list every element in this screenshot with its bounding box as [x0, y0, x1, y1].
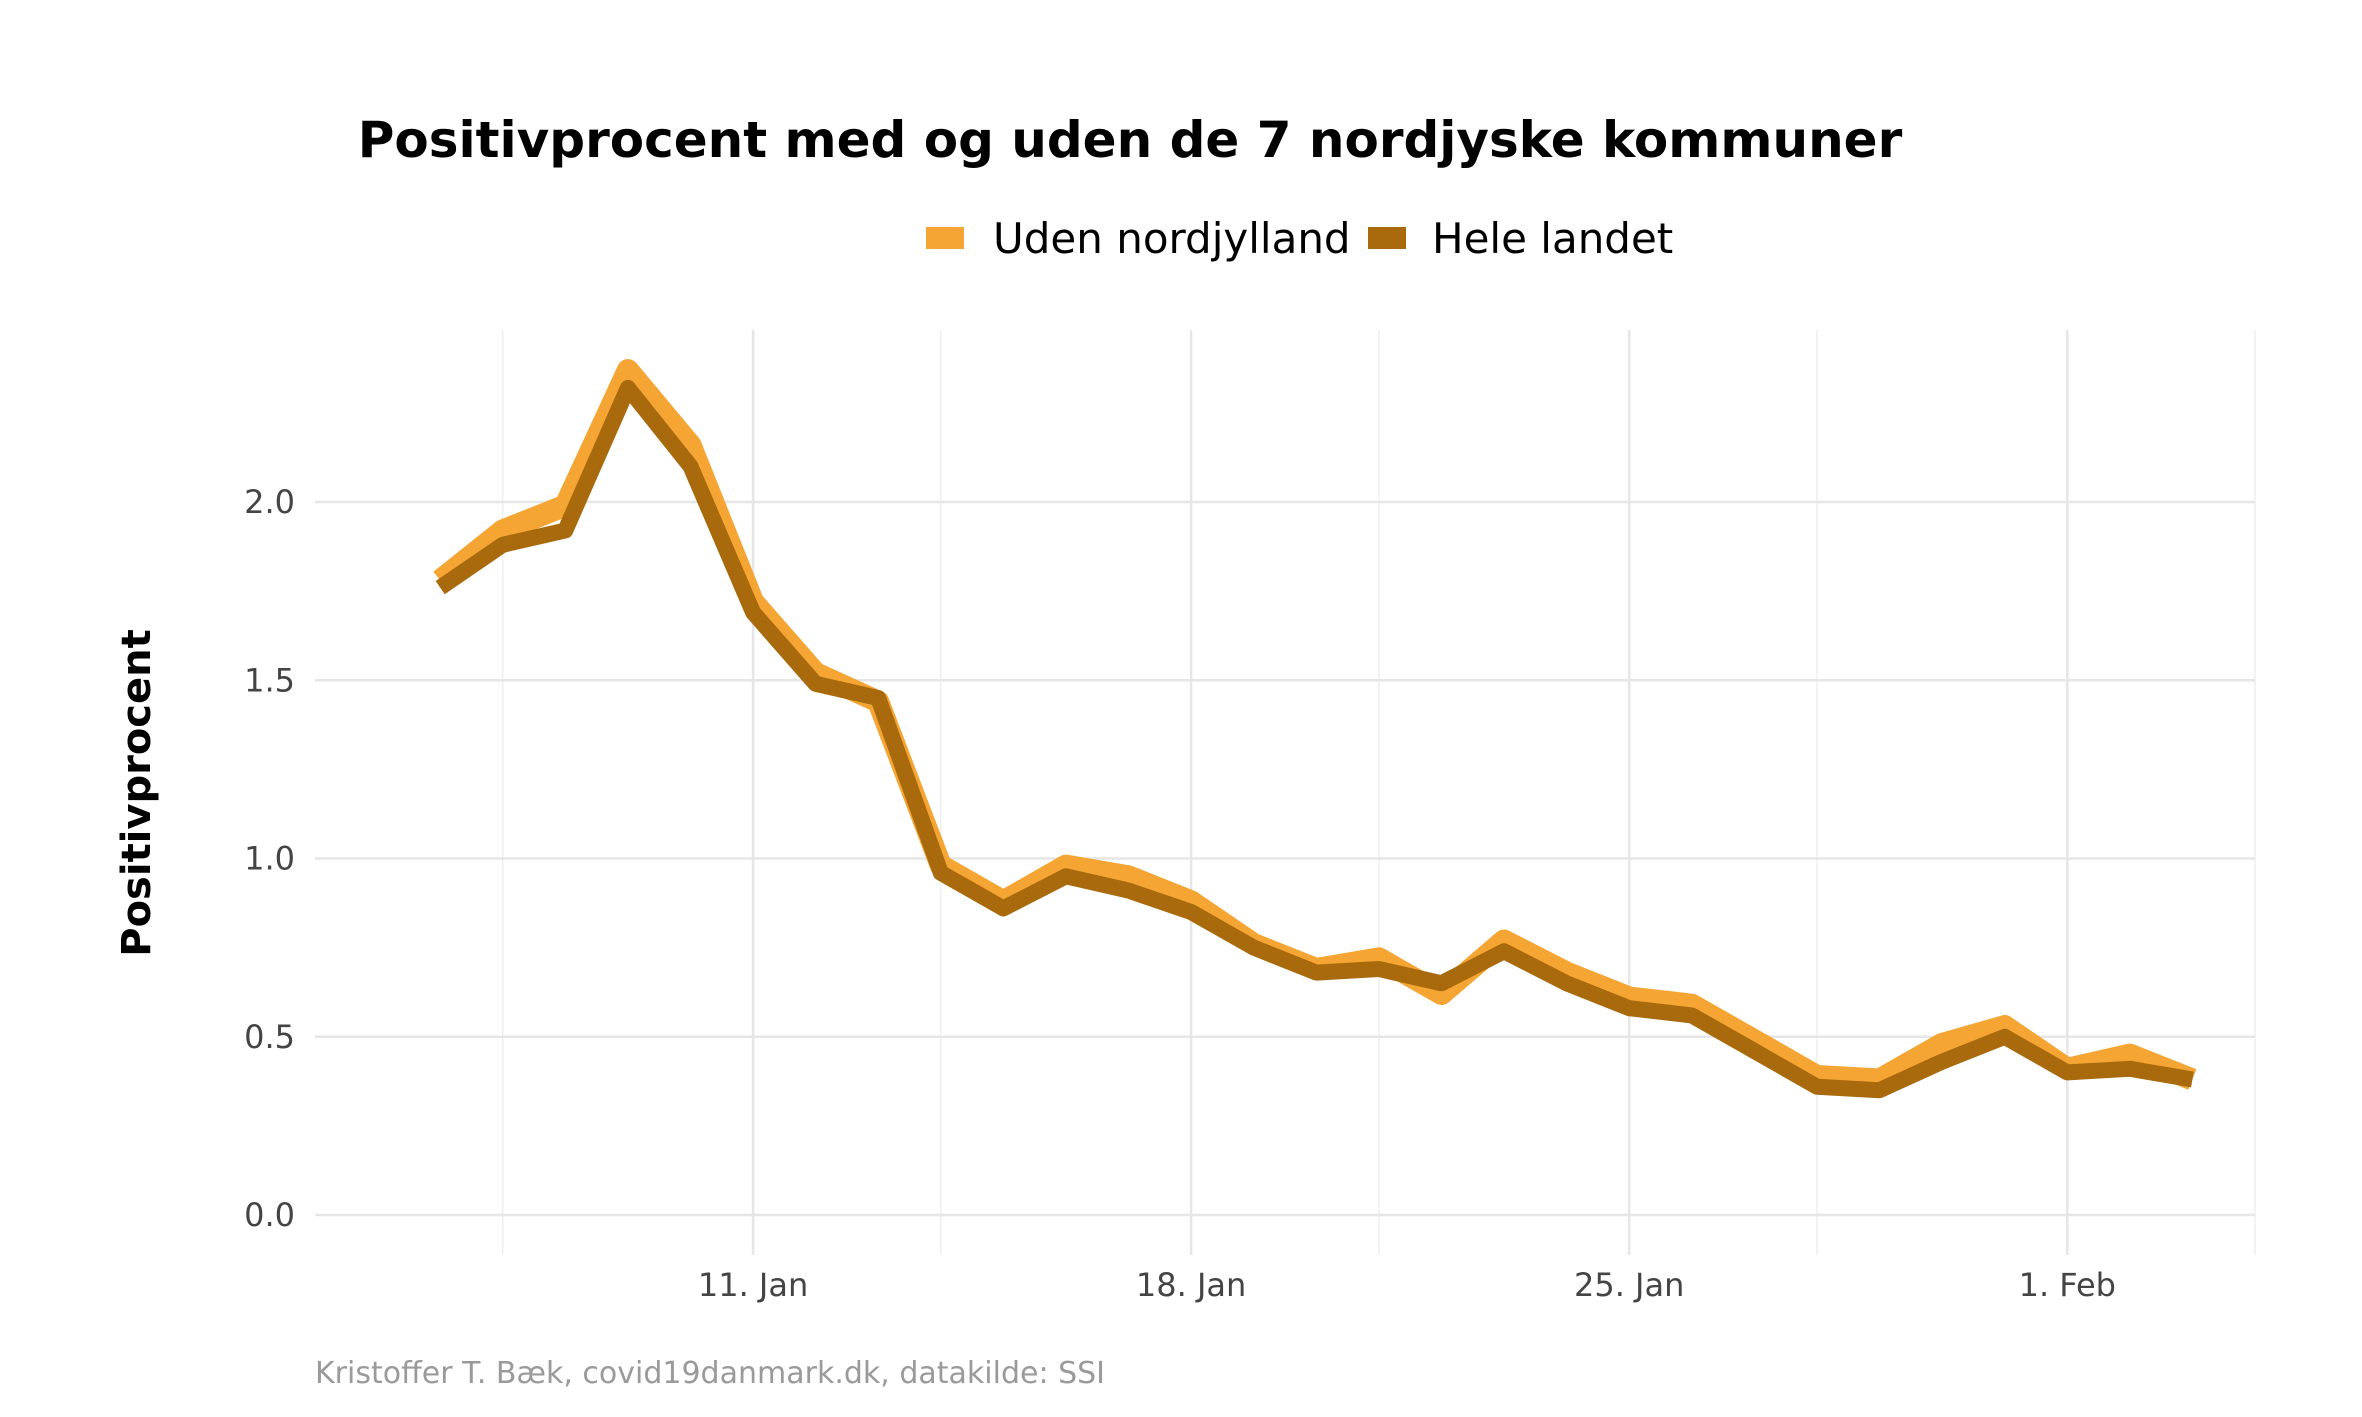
chart-title: Positivprocent med og uden de 7 nordjysk… [358, 111, 1903, 169]
x-tick-label: 1. Feb [2019, 1266, 2116, 1304]
legend-label-uden-nordjylland: Uden nordjylland [993, 214, 1351, 263]
legend-swatch-uden-nordjylland [926, 227, 964, 249]
y-axis-label: Positivprocent [114, 629, 160, 957]
y-tick-label: 0.5 [244, 1018, 295, 1056]
series-line-hele-landet [435, 379, 2194, 1099]
y-tick-label: 1.0 [244, 840, 295, 878]
y-tick-label: 0.0 [244, 1196, 295, 1234]
legend-item-hele-landet: Hele landet [1368, 214, 1673, 263]
series-lines [433, 359, 2197, 1099]
y-tick-label: 2.0 [244, 483, 295, 521]
chart-caption: Kristoffer T. Bæk, covid19danmark.dk, da… [315, 1356, 1105, 1391]
legend-swatch-hele-landet [1368, 227, 1406, 249]
gridlines [315, 330, 2256, 1255]
legend-label-hele-landet: Hele landet [1432, 214, 1673, 263]
y-tick-label: 1.5 [244, 661, 295, 699]
x-tick-label: 18. Jan [1136, 1266, 1246, 1304]
x-tick-label: 11. Jan [698, 1266, 808, 1304]
x-tick-label: 25. Jan [1574, 1266, 1684, 1304]
y-axis-ticks: 0.0 0.5 1.0 1.5 2.0 [244, 483, 295, 1234]
x-axis-ticks: 11. Jan 18. Jan 25. Jan 1. Feb [698, 1266, 2116, 1304]
legend: Uden nordjylland Hele landet [926, 214, 1673, 263]
legend-item-uden-nordjylland: Uden nordjylland [926, 214, 1351, 263]
